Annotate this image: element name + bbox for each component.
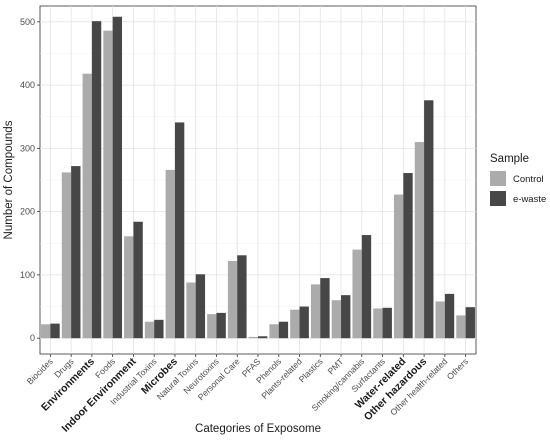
legend-swatch-control <box>490 171 506 186</box>
bar-e-waste-personal-care <box>237 255 247 339</box>
x-tick-label-biocides: Biocides <box>25 356 55 386</box>
x-axis-title: Categories of Exposome <box>195 423 321 435</box>
bar-control-phenols <box>269 324 279 339</box>
bar-control-others <box>456 315 466 339</box>
y-tick-label: 200 <box>20 207 35 217</box>
bar-e-waste-pfas <box>258 336 268 339</box>
bar-control-other-hazardous <box>414 142 425 339</box>
bar-e-waste-biocides <box>50 323 60 339</box>
legend: Sample Control e-waste <box>490 153 546 206</box>
bar-control-water-related <box>393 194 404 339</box>
bar-control-other-health-related <box>435 301 445 339</box>
y-tick-label: 400 <box>20 80 35 90</box>
bar-control-foods <box>103 30 113 339</box>
bar-control-environments <box>82 73 92 339</box>
bar-e-waste-plastics <box>320 278 330 339</box>
legend-label-control: Control <box>513 174 544 185</box>
bar-control-smoking-cannabis <box>352 249 362 339</box>
bar-e-waste-smoking-cannabis <box>361 235 372 339</box>
y-axis-ticks: 0 100 200 300 400 500 <box>20 17 40 343</box>
bar-control-drugs <box>61 172 72 339</box>
bar-e-waste-water-related <box>403 173 413 339</box>
legend-label-e-waste: e-waste <box>513 194 546 205</box>
bar-e-waste-microbes <box>174 122 185 339</box>
bar-e-waste-indoor-environment <box>133 221 143 339</box>
bar-control-indoor-environment <box>124 236 134 339</box>
bar-e-waste-pmt <box>341 295 351 339</box>
bar-control-plants-related <box>290 309 300 339</box>
bar-control-surfactants <box>373 308 383 339</box>
bar-e-waste-other-hazardous <box>424 100 434 339</box>
bar-control-biocides <box>41 324 51 339</box>
bars <box>41 16 475 339</box>
bar-control-microbes <box>165 169 175 339</box>
bar-e-waste-natural-toxins <box>195 274 206 339</box>
bar-control-industrial-toxins <box>144 321 155 339</box>
y-tick-label: 100 <box>20 270 35 280</box>
bar-control-natural-toxins <box>186 282 196 339</box>
bar-e-waste-neurotoxins <box>216 312 226 339</box>
bar-e-waste-other-health-related <box>444 293 455 339</box>
legend-swatch-e-waste <box>490 191 506 206</box>
bar-control-pfas <box>248 336 258 339</box>
bar-control-neurotoxins <box>207 314 217 339</box>
bar-e-waste-plants-related <box>299 306 309 339</box>
bar-e-waste-phenols <box>278 321 289 339</box>
y-tick-label: 300 <box>20 143 35 153</box>
y-axis-title: Number of Compounds <box>3 120 15 239</box>
bar-control-plastics <box>310 284 321 339</box>
y-tick-label: 0 <box>30 333 35 343</box>
bar-e-waste-foods <box>112 16 123 339</box>
bar-e-waste-drugs <box>71 166 81 339</box>
bar-e-waste-environments <box>91 21 102 339</box>
bar-e-waste-others <box>465 307 475 339</box>
bar-e-waste-industrial-toxins <box>154 319 164 339</box>
x-tick-label-others: Others <box>445 356 470 381</box>
bar-control-pmt <box>331 300 342 339</box>
bar-e-waste-surfactants <box>382 307 392 339</box>
bar-control-personal-care <box>227 260 238 339</box>
legend-title: Sample <box>490 153 529 165</box>
y-tick-label: 500 <box>20 17 35 27</box>
